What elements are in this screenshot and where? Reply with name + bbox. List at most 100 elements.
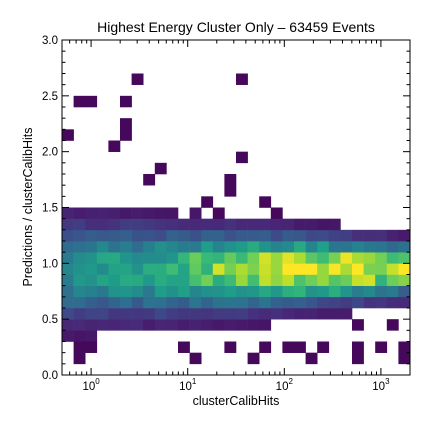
heatmap-cell — [259, 241, 272, 253]
heatmap-cell — [62, 241, 74, 253]
heatmap-cell — [259, 263, 272, 275]
heatmap-cell — [259, 196, 272, 208]
heatmap-cell — [247, 229, 260, 242]
heatmap-cell — [282, 218, 295, 231]
heatmap-cell — [73, 252, 86, 264]
heatmap-cell — [108, 140, 121, 152]
heatmap-cell — [270, 274, 283, 286]
heatmap-cell — [352, 274, 364, 286]
heatmap-cell — [178, 296, 190, 309]
x-tick-label: 103 — [372, 377, 390, 393]
heatmap-cell — [143, 308, 156, 320]
heatmap-cell — [85, 308, 98, 320]
heatmap-cell — [85, 252, 98, 264]
heatmap-cell — [212, 263, 225, 275]
heatmap-cell — [62, 252, 74, 264]
y-tick-label: 1.5 — [42, 203, 58, 215]
heatmap-cell — [189, 274, 202, 286]
heatmap-cell — [352, 341, 364, 353]
heatmap-cell — [328, 241, 341, 253]
heatmap-cell — [305, 218, 318, 231]
heatmap-cell — [120, 252, 132, 264]
heatmap-cell — [236, 218, 248, 231]
heatmap-cell — [282, 285, 295, 298]
heatmap-cell — [236, 229, 248, 242]
heatmap-cell — [317, 308, 330, 320]
y-tick-label: 0.5 — [42, 314, 58, 326]
heatmap-cell — [259, 274, 272, 286]
heatmap-cell — [305, 241, 318, 253]
heatmap-cell — [120, 241, 132, 253]
heatmap-cell — [224, 319, 237, 331]
heatmap-cell — [189, 319, 202, 331]
heatmap-cell — [62, 274, 74, 286]
heatmap-cell — [166, 285, 179, 298]
heatmap-cell — [96, 241, 109, 253]
heatmap-cell — [154, 308, 167, 320]
heatmap-cell — [294, 308, 306, 320]
heatmap-cell — [328, 285, 341, 298]
heatmap-cell — [259, 252, 272, 264]
heatmap-cell — [363, 296, 376, 309]
heatmap-cell — [201, 274, 214, 286]
heatmap-cell — [201, 252, 214, 264]
heatmap-cell — [386, 296, 399, 309]
heatmap-cell — [294, 229, 306, 242]
heatmap-cell — [166, 274, 179, 286]
heatmap-cell — [73, 330, 86, 342]
heatmap-cell — [108, 241, 121, 253]
heatmap-cell — [386, 319, 399, 331]
heatmap-cell — [178, 285, 190, 298]
heatmap-cell — [224, 274, 237, 286]
heatmap-cell — [131, 319, 144, 331]
heatmap-cell — [96, 229, 109, 242]
heatmap-cell — [247, 263, 260, 275]
heatmap-cell — [398, 285, 411, 298]
heatmap-cell — [236, 296, 248, 309]
heatmap-cell — [247, 296, 260, 309]
heatmap-cell — [120, 308, 132, 320]
heatmap-cell — [328, 274, 341, 286]
y-tick-label: 0.0 — [42, 370, 58, 382]
heatmap-cell — [305, 296, 318, 309]
heatmap-cell — [212, 252, 225, 264]
heatmap-cell — [375, 241, 388, 253]
heatmap-cell — [398, 296, 411, 309]
heatmap-cell — [375, 252, 388, 264]
heatmap-cell — [85, 218, 98, 231]
y-axis-label: Predictions / clusterCalibHits — [21, 127, 35, 286]
heatmap-cell — [143, 263, 156, 275]
heatmap-cell — [398, 263, 411, 275]
heatmap-cell — [120, 218, 132, 231]
heatmap-cell — [212, 319, 225, 331]
x-tick-label: 100 — [82, 377, 100, 393]
heatmap-cell — [143, 274, 156, 286]
heatmap-cell — [270, 308, 283, 320]
heatmap-cell — [236, 319, 248, 331]
heatmap-cell — [247, 319, 260, 331]
heatmap-cell — [131, 285, 144, 298]
heatmap-cell — [178, 319, 190, 331]
heatmap-cell — [317, 229, 330, 242]
heatmap-cell — [375, 341, 388, 353]
heatmap-cell — [212, 241, 225, 253]
heatmap-cell — [328, 252, 341, 264]
heatmap-cell — [189, 229, 202, 242]
heatmap-cell — [305, 263, 318, 275]
heatmap-cell — [294, 296, 306, 309]
heatmap-cell — [363, 274, 376, 286]
heatmap-cell — [294, 285, 306, 298]
heatmap-cell — [131, 73, 144, 85]
heatmap-cell — [85, 241, 98, 253]
heatmap-cell — [154, 162, 167, 175]
heatmap-cell — [201, 229, 214, 242]
heatmap-cell — [224, 229, 237, 242]
heatmap-cell — [178, 252, 190, 264]
heatmap-cell — [375, 229, 388, 242]
heatmap-cell — [363, 229, 376, 242]
heatmap-cell — [96, 218, 109, 231]
heatmap-cell — [120, 129, 132, 141]
heatmap-cell — [131, 229, 144, 242]
heatmap-cell — [386, 263, 399, 275]
